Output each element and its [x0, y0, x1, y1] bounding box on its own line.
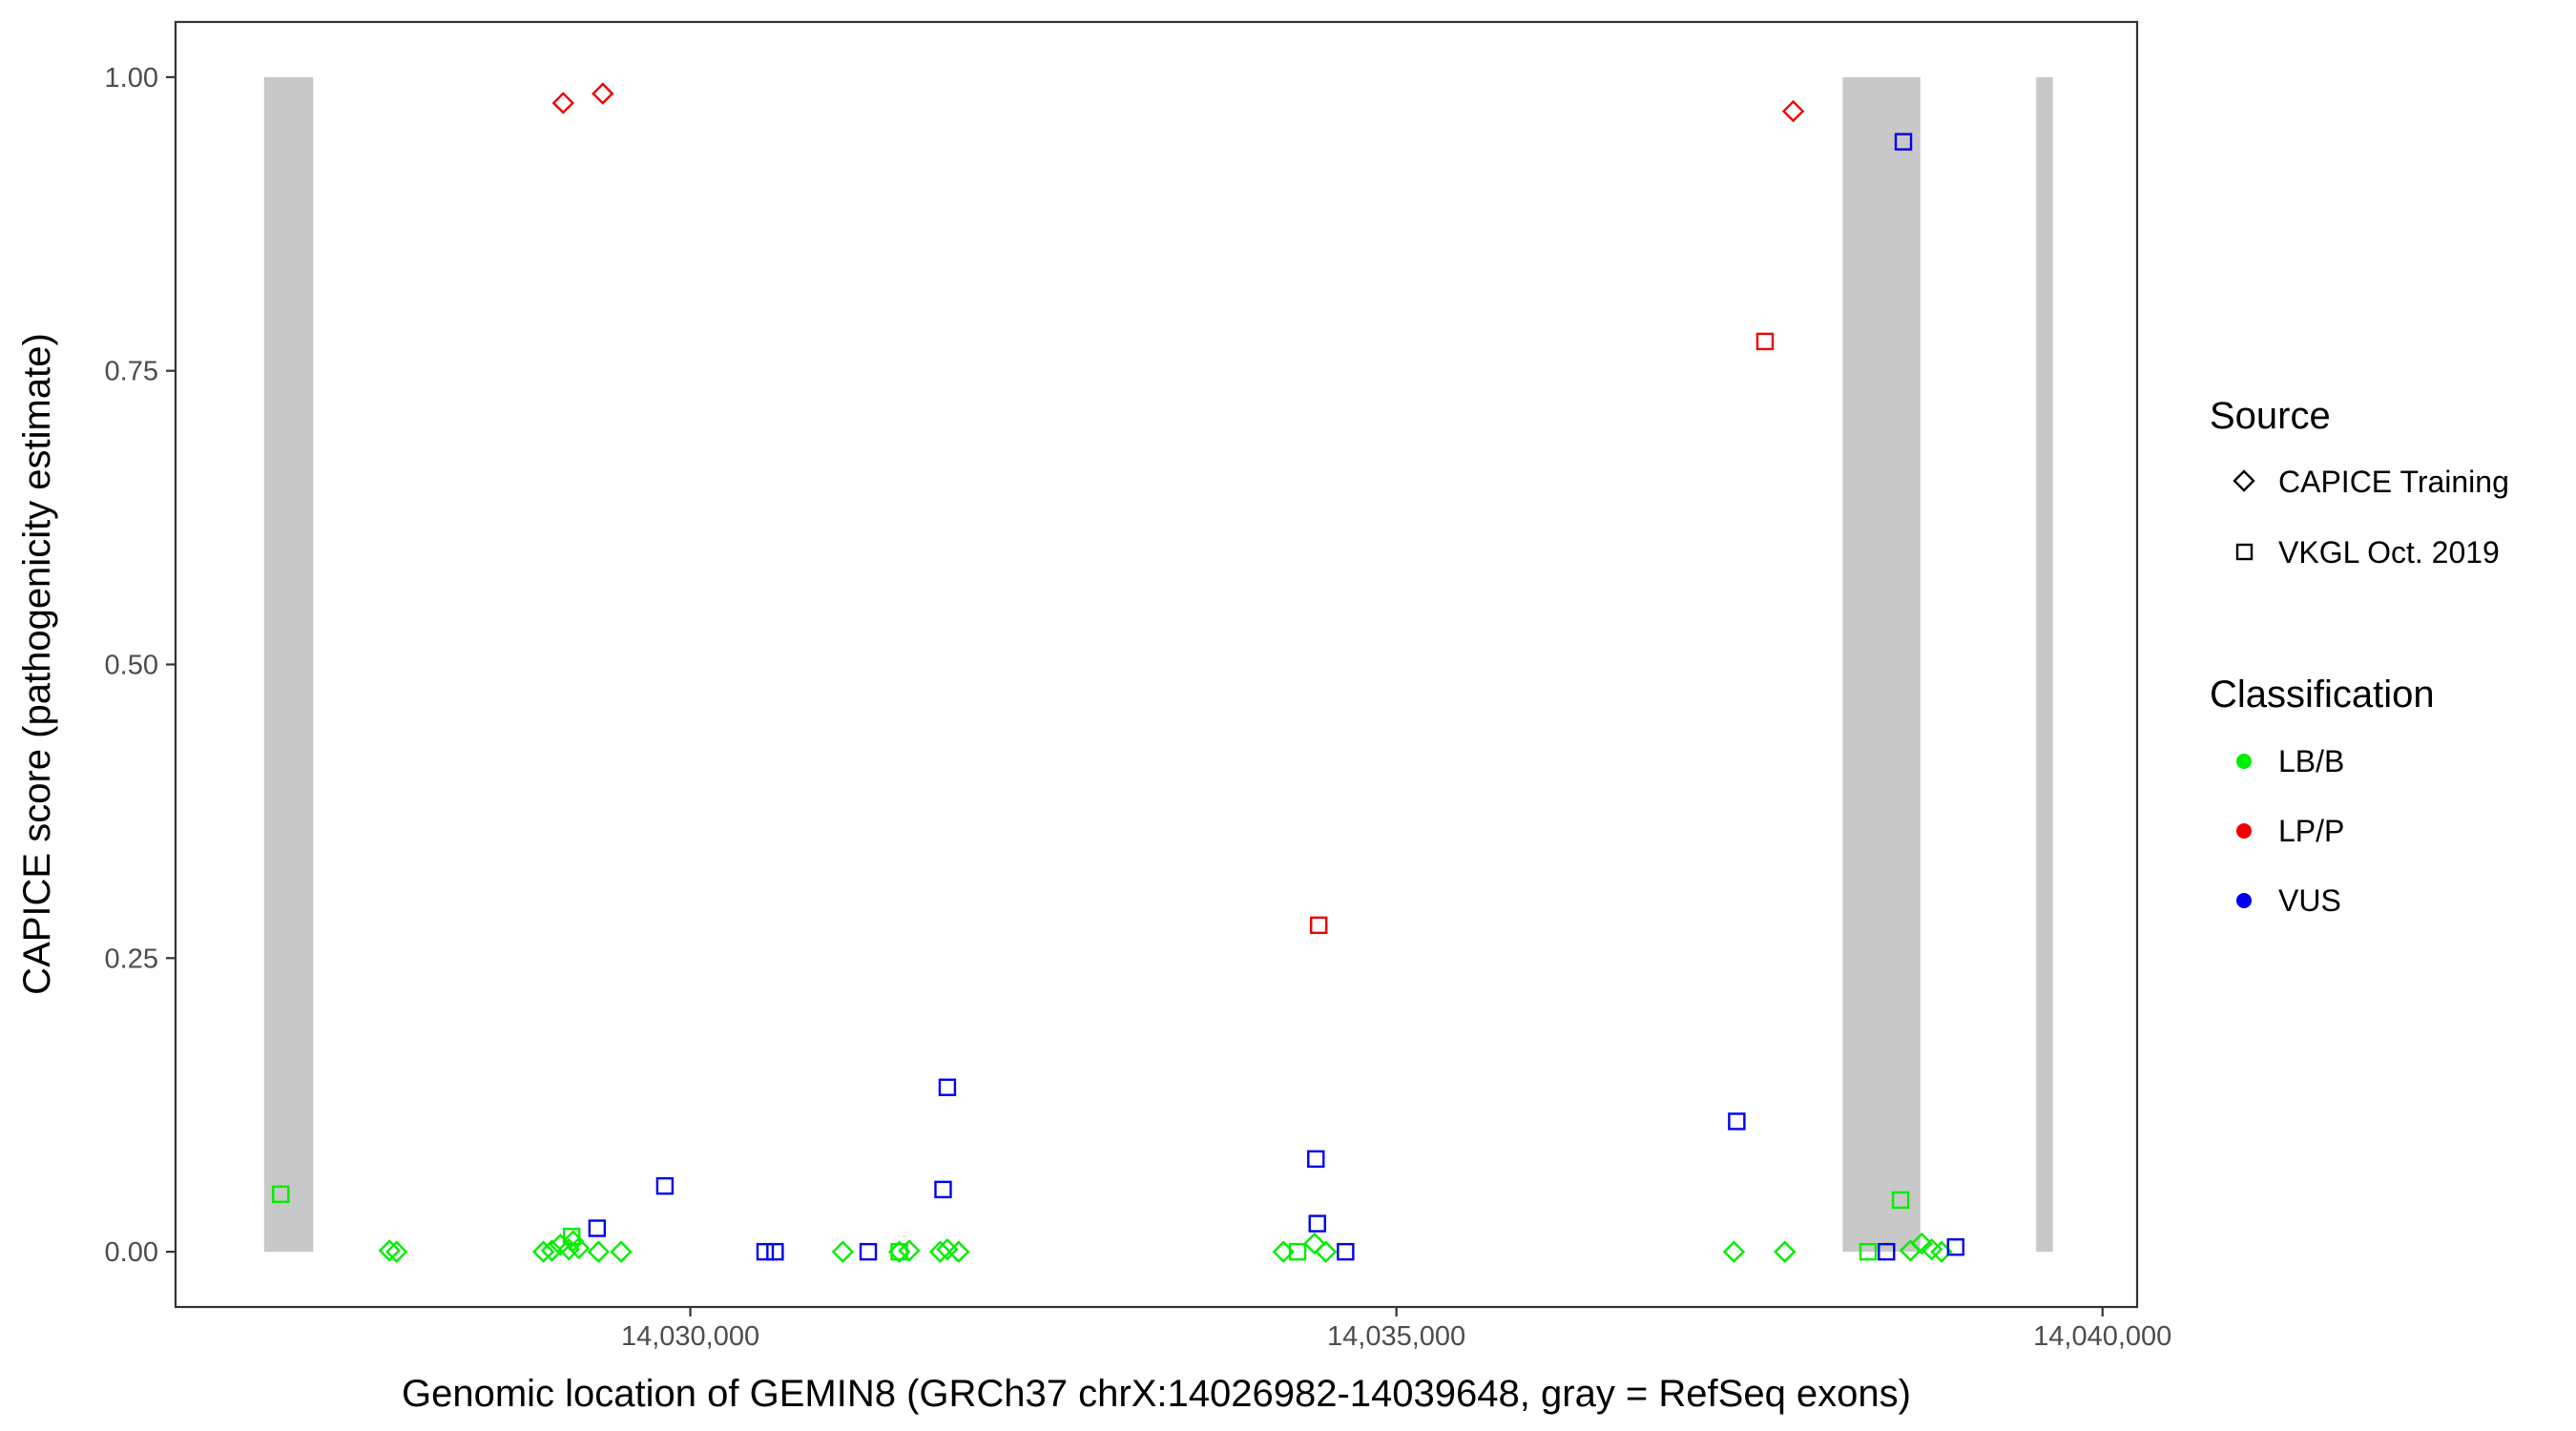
point-vkgl-lbb [890, 1242, 908, 1261]
y-tick-label: 0.00 [105, 1237, 158, 1268]
legend-source-label-capice: CAPICE Training [2278, 465, 2509, 499]
y-axis: 0.00 0.25 0.50 0.75 1.00 [105, 63, 176, 1268]
y-tick-label: 0.25 [105, 944, 158, 974]
point-vkgl-vus [1307, 1150, 1325, 1169]
point-vkgl-vus [1878, 1242, 1896, 1261]
point-capice-lbb [1314, 1240, 1338, 1263]
point-vkgl-vus [756, 1242, 775, 1261]
legend-lpp-key-icon [2236, 823, 2252, 839]
point-vkgl-vus [934, 1180, 952, 1199]
point-capice-lpp [551, 92, 575, 114]
point-vkgl-vus [655, 1176, 675, 1195]
point-capice-lbb [1773, 1240, 1797, 1263]
legend: Source CAPICE Training VKGL Oct. 2019 Cl… [2210, 395, 2509, 918]
point-capice-lbb [384, 1240, 408, 1263]
point-vkgl-lpp [1755, 332, 1775, 351]
legend-source-title: Source [2210, 395, 2331, 437]
point-capice-lbb [947, 1240, 970, 1263]
y-axis-title: CAPICE score (pathogenicity estimate) [16, 333, 58, 995]
point-capice-lbb [1910, 1232, 1933, 1255]
point-capice-lbb [540, 1239, 564, 1262]
legend-class-label-lbb: LB/B [2278, 744, 2344, 778]
point-capice-lbb [831, 1240, 855, 1263]
point-layer [272, 82, 1964, 1263]
legend-square-key-icon [2235, 543, 2254, 561]
exon-layer [263, 76, 2053, 1253]
point-capice-lbb [587, 1240, 611, 1263]
point-capice-lbb [1722, 1240, 1746, 1263]
y-tick-label: 0.75 [105, 357, 158, 387]
exon-band-2 [1842, 76, 1921, 1253]
point-capice-lbb [531, 1240, 555, 1263]
y-tick-label: 1.00 [105, 63, 158, 93]
point-capice-lbb [898, 1239, 921, 1262]
point-capice-lpp [1781, 99, 1805, 123]
point-vkgl-lbb [1859, 1242, 1878, 1261]
exon-band-1 [263, 76, 314, 1253]
point-capice-lbb [378, 1239, 401, 1262]
x-tick-label: 14,030,000 [621, 1321, 759, 1352]
point-vkgl-lbb [272, 1185, 290, 1203]
point-capice-lbb [887, 1240, 911, 1263]
exon-band-3 [2036, 76, 2053, 1253]
legend-source-label-vkgl: VKGL Oct. 2019 [2278, 535, 2500, 570]
x-axis-title: Genomic location of GEMIN8 (GRCh37 chrX:… [402, 1373, 1911, 1415]
point-vkgl-vus [766, 1242, 784, 1261]
legend-diamond-key-icon [2233, 469, 2255, 492]
x-tick-label: 14,035,000 [1327, 1321, 1465, 1352]
point-capice-lpp [592, 82, 614, 105]
y-tick-label: 0.50 [105, 651, 158, 681]
legend-vus-key-icon [2236, 893, 2252, 908]
legend-lbb-key-icon [2236, 754, 2252, 769]
point-capice-lbb [610, 1240, 633, 1263]
legend-class-label-vus: VUS [2278, 883, 2341, 918]
legend-classification-title: Classification [2210, 674, 2435, 716]
point-vkgl-vus [1946, 1238, 1964, 1256]
point-vkgl-vus [1308, 1214, 1326, 1233]
point-vkgl-lpp [1310, 916, 1328, 935]
point-vkgl-lbb [562, 1227, 581, 1246]
point-capice-lbb [1303, 1232, 1326, 1255]
point-vkgl-vus [1337, 1242, 1355, 1261]
point-vkgl-vus [938, 1078, 957, 1096]
point-vkgl-vus [1894, 133, 1913, 151]
point-vkgl-vus [1728, 1112, 1746, 1130]
legend-class-label-lpp: LP/P [2278, 814, 2344, 848]
point-vkgl-lbb [1288, 1242, 1307, 1261]
point-capice-lbb [557, 1237, 580, 1261]
x-tick-label: 14,040,000 [2033, 1321, 2171, 1352]
point-vkgl-lbb [1891, 1191, 1910, 1210]
point-vkgl-vus [588, 1219, 607, 1237]
point-vkgl-vus [859, 1242, 878, 1261]
x-axis: 14,030,000 14,035,000 14,040,000 [621, 1307, 2171, 1352]
point-capice-lbb [928, 1240, 952, 1263]
